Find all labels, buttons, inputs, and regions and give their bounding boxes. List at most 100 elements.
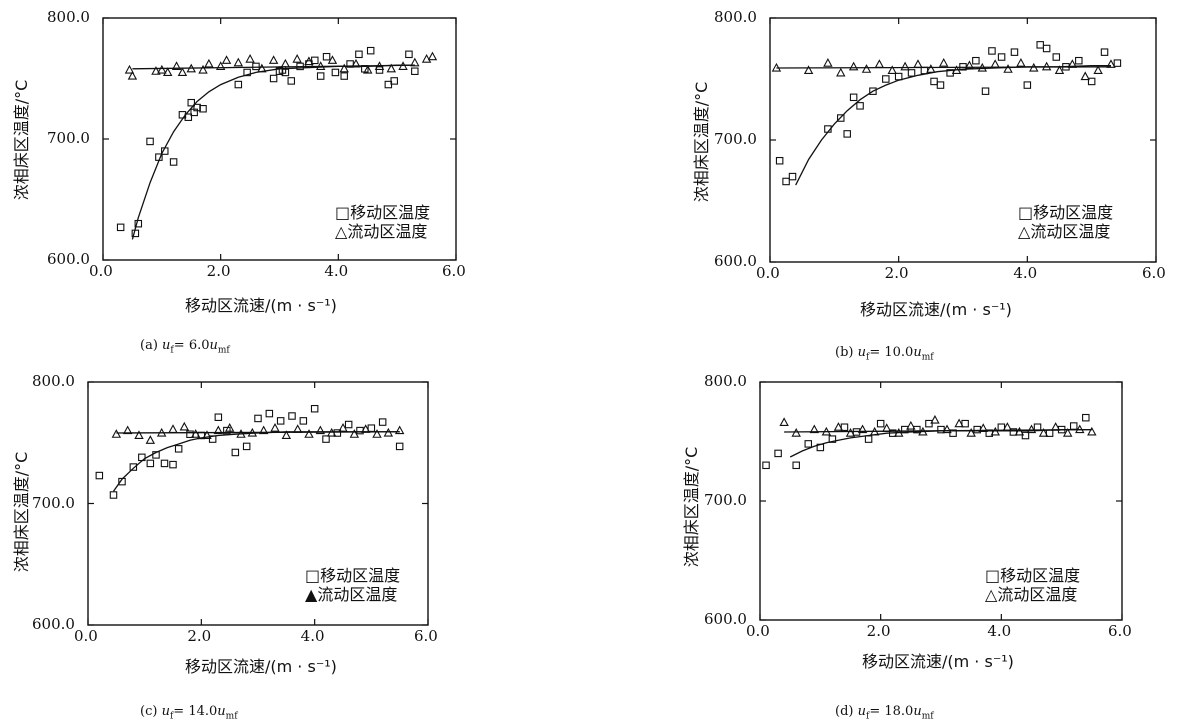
- legend-label: 移动区温度: [350, 203, 431, 222]
- data-point-flowing: [966, 428, 976, 437]
- data-point-flowing: [245, 53, 255, 63]
- legend: □移动区温度 △流动区温度: [1018, 203, 1113, 241]
- caption-lhs: u: [857, 704, 866, 719]
- data-point-moving: [131, 229, 140, 238]
- x-tick-label: 6.0: [442, 262, 466, 280]
- data-point-flowing: [327, 55, 338, 64]
- y-tick-label: 600.0: [714, 252, 757, 270]
- data-point-flowing: [127, 70, 138, 80]
- data-point-flowing: [247, 427, 258, 437]
- data-point-moving: [366, 46, 375, 55]
- data-point-moving: [252, 62, 260, 71]
- data-point-flowing: [360, 424, 371, 433]
- data-point-moving: [981, 87, 990, 95]
- data-point-moving: [169, 158, 178, 166]
- data-point-flowing: [771, 62, 782, 72]
- legend: □移动区温度 △流动区温度: [985, 566, 1080, 604]
- data-point-moving: [340, 72, 348, 80]
- data-point-moving: [234, 80, 243, 89]
- data-point-moving: [160, 459, 169, 468]
- y-tick-label: 700.0: [714, 130, 757, 148]
- data-point-moving: [146, 459, 155, 468]
- data-point-moving: [882, 75, 890, 83]
- caption-value: 18.0: [884, 704, 914, 719]
- legend-label: 移动区温度: [1000, 566, 1081, 585]
- x-tick-label: 2.0: [884, 264, 909, 282]
- data-point-moving: [243, 68, 251, 77]
- data-point-moving: [1052, 53, 1061, 61]
- legend-entry-moving: □移动区温度: [305, 566, 401, 585]
- plot-svg-c: [87, 381, 429, 626]
- data-point-flowing: [964, 60, 975, 70]
- x-axis-label: 移动区流速/(m · s⁻¹): [185, 657, 337, 676]
- data-point-moving: [997, 53, 1006, 61]
- data-point-flowing: [281, 430, 292, 440]
- x-axis-label: 移动区流速/(m · s⁻¹): [862, 652, 1014, 671]
- data-point-moving: [774, 449, 782, 458]
- caption-eq: =: [173, 338, 185, 353]
- data-point-flowing: [151, 66, 161, 75]
- y-tick-label: 800.0: [704, 372, 747, 390]
- data-point-flowing: [304, 429, 314, 438]
- y-tick-label: 600.0: [704, 610, 747, 628]
- x-tick-label: 2.0: [866, 622, 891, 640]
- data-point-moving: [1057, 425, 1066, 434]
- data-point-moving: [1042, 44, 1051, 53]
- data-point-moving: [1033, 423, 1042, 431]
- data-point-flowing: [1093, 65, 1103, 75]
- caption-c: (c) uf= 14.0umf: [140, 704, 238, 722]
- x-tick-label: 4.0: [300, 627, 325, 645]
- data-point-flowing: [951, 65, 962, 75]
- data-point-moving: [925, 419, 933, 428]
- data-point-flowing: [198, 64, 208, 74]
- data-point-moving: [775, 156, 784, 165]
- data-point-flowing: [168, 424, 178, 433]
- data-point-flowing: [236, 429, 246, 438]
- data-point-flowing: [978, 423, 988, 432]
- data-point-flowing: [292, 424, 303, 433]
- data-point-moving: [214, 413, 223, 421]
- data-point-flowing: [1014, 426, 1025, 436]
- data-point-flowing: [134, 430, 144, 440]
- legend-label: 移动区温度: [1033, 203, 1114, 222]
- data-point-flowing: [779, 417, 789, 427]
- caption-prefix: (b): [835, 345, 854, 360]
- data-point-moving: [155, 153, 163, 161]
- legend-entry-moving: □移动区温度: [335, 203, 431, 222]
- data-point-flowing: [900, 61, 910, 71]
- data-point-flowing: [349, 429, 360, 438]
- data-point-flowing: [315, 425, 326, 435]
- data-point-moving: [1069, 422, 1078, 430]
- data-point-flowing: [977, 62, 988, 72]
- data-point-flowing: [833, 422, 844, 431]
- legend-label: 流动区温度: [1030, 222, 1111, 241]
- data-point-flowing: [258, 425, 269, 435]
- caption-rhs-sub: mf: [921, 711, 934, 722]
- caption-lhs: u: [161, 704, 170, 719]
- data-point-moving: [344, 420, 353, 429]
- data-point-flowing: [913, 59, 923, 68]
- x-tick-label: 6.0: [414, 627, 438, 645]
- y-axis-label: 浓相床区温度/°C: [12, 79, 31, 201]
- data-point-moving: [869, 87, 877, 95]
- data-point-moving: [378, 418, 387, 426]
- data-point-flowing: [202, 430, 212, 440]
- data-point-flowing: [990, 426, 1001, 436]
- data-point-flowing: [383, 427, 394, 437]
- caption-eq: =: [869, 704, 881, 719]
- data-point-moving: [375, 66, 384, 74]
- data-point-moving: [1100, 48, 1109, 56]
- data-point-flowing: [410, 57, 420, 67]
- data-point-flowing: [326, 427, 337, 437]
- data-point-moving: [269, 74, 278, 83]
- data-point-moving: [1045, 429, 1054, 437]
- data-point-flowing: [122, 425, 133, 435]
- data-point-moving: [169, 460, 177, 469]
- data-point-moving: [134, 219, 143, 228]
- data-point-flowing: [1003, 64, 1013, 73]
- data-point-flowing: [157, 64, 167, 74]
- caption-lhs-sub: f: [865, 352, 870, 363]
- data-point-moving: [152, 451, 160, 459]
- data-point-moving: [208, 435, 217, 443]
- legend-entry-flowing: △流动区温度: [985, 585, 1078, 604]
